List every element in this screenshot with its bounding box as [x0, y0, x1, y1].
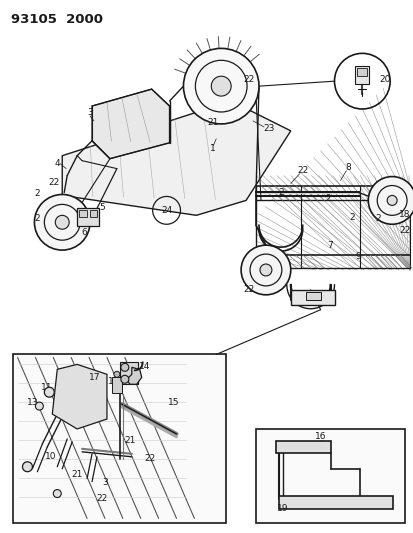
- Text: 21: 21: [124, 437, 135, 446]
- Bar: [275, 441, 330, 453]
- Circle shape: [55, 215, 69, 229]
- Text: 2: 2: [35, 214, 40, 223]
- Circle shape: [121, 375, 128, 383]
- Bar: [305, 292, 320, 300]
- Bar: [12, 354, 225, 523]
- Text: 5: 5: [99, 203, 104, 212]
- Text: 19: 19: [276, 504, 288, 513]
- Text: 8: 8: [345, 163, 351, 172]
- Text: 22: 22: [144, 454, 155, 463]
- Circle shape: [327, 295, 333, 301]
- Text: 21: 21: [71, 470, 83, 479]
- Circle shape: [114, 372, 120, 377]
- Text: 2: 2: [278, 188, 283, 197]
- Circle shape: [121, 364, 128, 372]
- Text: 9: 9: [355, 252, 361, 261]
- Circle shape: [36, 402, 43, 410]
- Text: 16: 16: [314, 432, 325, 441]
- Text: 11: 11: [40, 383, 52, 392]
- Text: 4: 4: [55, 159, 60, 168]
- Text: 12: 12: [108, 377, 119, 386]
- Text: 22: 22: [49, 178, 60, 187]
- Circle shape: [368, 176, 413, 224]
- Bar: [290, 290, 335, 305]
- Circle shape: [44, 387, 54, 397]
- Circle shape: [386, 196, 396, 205]
- Text: 21: 21: [207, 118, 218, 127]
- Bar: [278, 496, 392, 510]
- Circle shape: [34, 195, 90, 250]
- Text: 10: 10: [45, 453, 56, 461]
- Text: 93105  2000: 93105 2000: [11, 13, 103, 26]
- Bar: [112, 377, 121, 393]
- Circle shape: [259, 264, 271, 276]
- Text: 22: 22: [243, 75, 254, 84]
- Text: 20: 20: [379, 75, 390, 84]
- Polygon shape: [92, 89, 169, 159]
- Polygon shape: [62, 101, 290, 215]
- Circle shape: [240, 245, 290, 295]
- Text: 6: 6: [81, 228, 87, 237]
- Bar: [77, 208, 99, 226]
- Text: 17: 17: [89, 373, 100, 382]
- Polygon shape: [126, 367, 141, 384]
- Text: 22: 22: [399, 226, 410, 235]
- Text: 2: 2: [35, 189, 40, 198]
- Text: 18: 18: [399, 210, 410, 219]
- Circle shape: [53, 490, 61, 497]
- Text: 7: 7: [327, 240, 332, 249]
- Text: 15: 15: [167, 398, 179, 407]
- Bar: [354, 66, 368, 84]
- Text: 1: 1: [210, 144, 216, 154]
- Bar: [79, 211, 87, 217]
- Text: 3: 3: [87, 109, 93, 117]
- Circle shape: [211, 76, 230, 96]
- Text: 2: 2: [349, 213, 354, 222]
- Text: 2: 2: [325, 194, 330, 203]
- Text: 13: 13: [26, 398, 38, 407]
- Circle shape: [22, 462, 32, 472]
- Text: 22: 22: [297, 166, 308, 175]
- Text: 14: 14: [139, 362, 150, 371]
- Bar: [120, 362, 138, 384]
- Bar: [356, 68, 366, 76]
- Text: 22: 22: [96, 494, 107, 503]
- Bar: [90, 211, 97, 217]
- Circle shape: [183, 49, 259, 124]
- Bar: [255, 429, 404, 523]
- Text: 23: 23: [263, 124, 274, 133]
- Text: 3: 3: [102, 478, 107, 487]
- Text: 24: 24: [161, 206, 172, 215]
- Polygon shape: [52, 365, 107, 429]
- Text: 22: 22: [243, 285, 254, 294]
- Circle shape: [292, 295, 298, 301]
- Text: 2: 2: [375, 214, 380, 223]
